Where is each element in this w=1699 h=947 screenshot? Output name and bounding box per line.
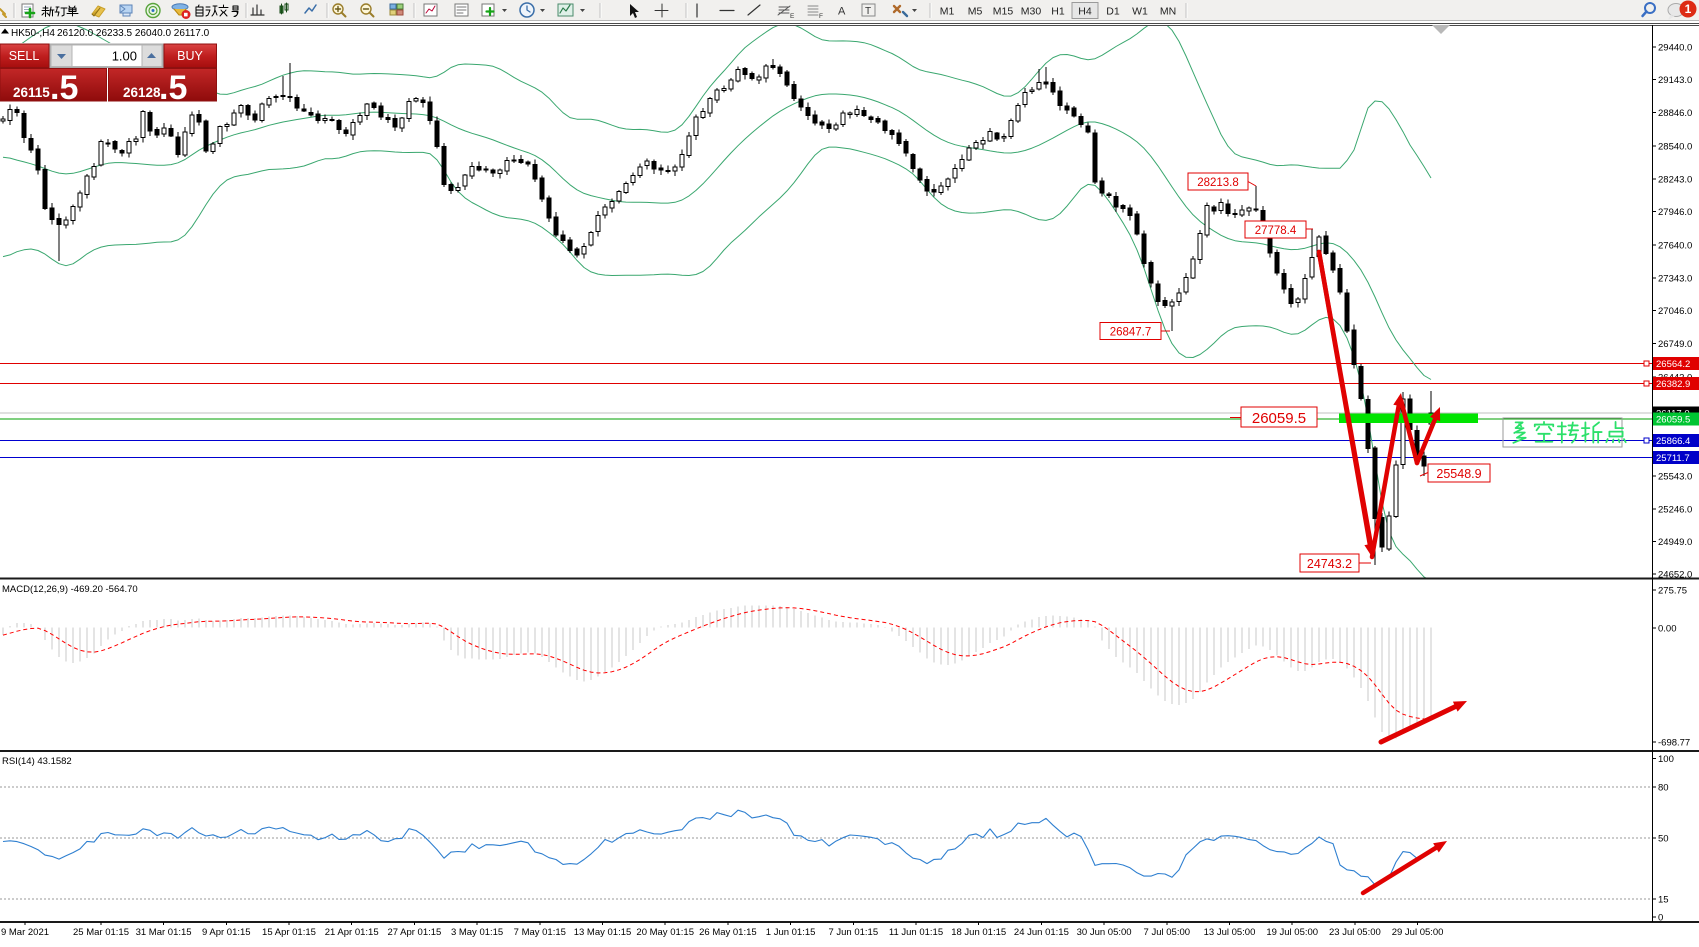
svg-text:15: 15 (1658, 895, 1669, 906)
svg-text:31 Mar 01:15: 31 Mar 01:15 (136, 927, 192, 938)
svg-text:24652.0: 24652.0 (1658, 570, 1692, 581)
svg-text:15 Apr 01:15: 15 Apr 01:15 (262, 927, 316, 938)
svg-text:25 Mar 01:15: 25 Mar 01:15 (73, 927, 129, 938)
svg-text:M5: M5 (968, 6, 983, 18)
svg-text:M1: M1 (940, 6, 955, 18)
svg-text:26382.9: 26382.9 (1656, 379, 1690, 390)
svg-text:21 Apr 01:15: 21 Apr 01:15 (325, 927, 379, 938)
svg-text:W1: W1 (1132, 6, 1148, 18)
svg-text:27 Apr 01:15: 27 Apr 01:15 (387, 927, 441, 938)
svg-text:26120.0 26233.5 26040.0 26117.: 26120.0 26233.5 26040.0 26117.0 (57, 28, 210, 39)
svg-text:27640.0: 27640.0 (1658, 241, 1692, 252)
svg-text:20 May 01:15: 20 May 01:15 (636, 927, 694, 938)
svg-text:13 Jul 05:00: 13 Jul 05:00 (1204, 927, 1256, 938)
svg-text:26749.0: 26749.0 (1658, 339, 1692, 350)
svg-text:MN: MN (1160, 6, 1176, 18)
svg-text:26059.5: 26059.5 (1656, 415, 1690, 426)
svg-text:28846.0: 28846.0 (1658, 108, 1692, 119)
svg-text:0.00: 0.00 (1658, 624, 1677, 635)
svg-text:30 Jun 05:00: 30 Jun 05:00 (1077, 927, 1132, 938)
svg-text:.5: .5 (50, 69, 78, 107)
svg-text:7 May 01:15: 7 May 01:15 (514, 927, 566, 938)
svg-text:29440.0: 29440.0 (1658, 43, 1692, 54)
svg-text:26847.7: 26847.7 (1110, 327, 1152, 339)
svg-text:1.00: 1.00 (112, 49, 137, 64)
svg-text:-698.77: -698.77 (1658, 737, 1690, 748)
svg-text:275.75: 275.75 (1658, 586, 1687, 597)
svg-text:26115: 26115 (13, 85, 50, 100)
svg-text:D1: D1 (1106, 6, 1120, 18)
svg-text:M30: M30 (1021, 6, 1042, 18)
svg-text:M15: M15 (993, 6, 1014, 18)
svg-text:0: 0 (1658, 912, 1663, 923)
svg-text:24743.2: 24743.2 (1307, 557, 1352, 571)
svg-text:80: 80 (1658, 783, 1669, 794)
svg-text:7 Jul 05:00: 7 Jul 05:00 (1144, 927, 1190, 938)
svg-text:29 Jul 05:00: 29 Jul 05:00 (1392, 927, 1444, 938)
svg-text:26 May 01:15: 26 May 01:15 (699, 927, 757, 938)
svg-text:1 Jun 01:15: 1 Jun 01:15 (766, 927, 816, 938)
svg-text:25246.0: 25246.0 (1658, 504, 1692, 515)
svg-text:9 Mar 2021: 9 Mar 2021 (1, 927, 49, 938)
svg-text:25543.0: 25543.0 (1658, 472, 1692, 483)
svg-text:HK50-,H4: HK50-,H4 (11, 28, 55, 39)
svg-text:RSI(14) 43.1582: RSI(14) 43.1582 (2, 756, 72, 767)
svg-text:3 May 01:15: 3 May 01:15 (451, 927, 503, 938)
svg-text:7 Jun 01:15: 7 Jun 01:15 (828, 927, 878, 938)
svg-text:26564.2: 26564.2 (1656, 359, 1690, 370)
svg-text:28243.0: 28243.0 (1658, 174, 1692, 185)
svg-text:100: 100 (1658, 754, 1674, 765)
svg-text:A: A (838, 6, 846, 18)
svg-text:F: F (819, 13, 823, 20)
svg-text:13 May 01:15: 13 May 01:15 (574, 927, 632, 938)
svg-text:25866.4: 25866.4 (1656, 436, 1690, 447)
svg-text:27946.0: 27946.0 (1658, 207, 1692, 218)
svg-text:25548.9: 25548.9 (1436, 467, 1481, 481)
svg-text:19 Jul 05:00: 19 Jul 05:00 (1266, 927, 1318, 938)
svg-text:9 Apr 01:15: 9 Apr 01:15 (202, 927, 251, 938)
svg-text:.5: .5 (159, 69, 187, 107)
svg-text:24949.0: 24949.0 (1658, 537, 1692, 548)
svg-text:T: T (865, 6, 871, 17)
svg-text:BUY: BUY (177, 49, 203, 63)
svg-text:H4: H4 (1078, 6, 1092, 18)
svg-text:26059.5: 26059.5 (1252, 410, 1306, 427)
svg-text:27046.0: 27046.0 (1658, 306, 1692, 317)
svg-text:SELL: SELL (9, 49, 40, 63)
svg-text:E: E (790, 13, 795, 20)
svg-text:18 Jun 01:15: 18 Jun 01:15 (951, 927, 1006, 938)
svg-text:27343.0: 27343.0 (1658, 273, 1692, 284)
svg-text:50: 50 (1658, 834, 1669, 845)
svg-text:28540.0: 28540.0 (1658, 142, 1692, 153)
svg-text:27778.4: 27778.4 (1255, 225, 1297, 237)
svg-text:H1: H1 (1051, 6, 1065, 18)
svg-text:29143.0: 29143.0 (1658, 75, 1692, 86)
svg-text:28213.8: 28213.8 (1197, 177, 1239, 189)
svg-text:24 Jun 01:15: 24 Jun 01:15 (1014, 927, 1069, 938)
svg-text:1: 1 (1685, 2, 1692, 16)
svg-text:11 Jun 01:15: 11 Jun 01:15 (889, 927, 943, 938)
svg-text:MACD(12,26,9) -469.20 -564.70: MACD(12,26,9) -469.20 -564.70 (2, 584, 138, 595)
svg-text:26128: 26128 (123, 85, 161, 100)
svg-text:23 Jul 05:00: 23 Jul 05:00 (1329, 927, 1381, 938)
svg-text:25711.7: 25711.7 (1656, 453, 1690, 464)
